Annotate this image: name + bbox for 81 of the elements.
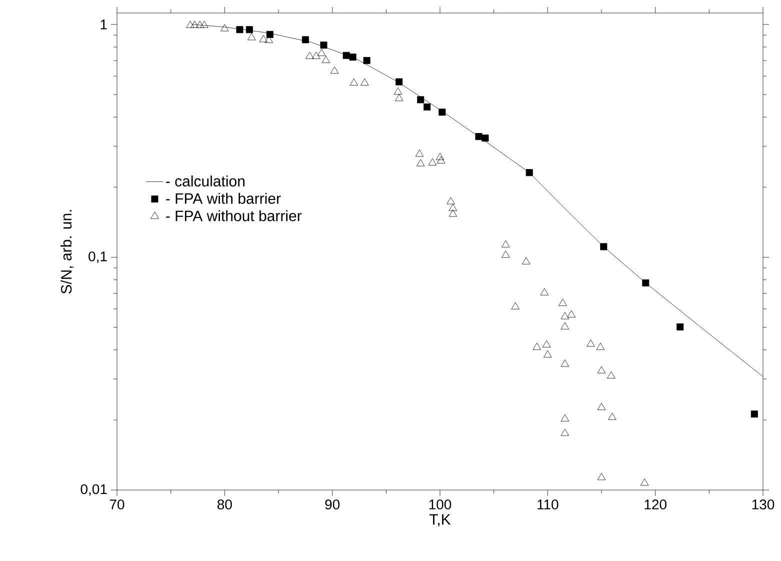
point — [560, 360, 569, 367]
point — [306, 52, 314, 59]
point — [560, 322, 569, 330]
point — [608, 412, 616, 420]
point — [600, 243, 608, 250]
point — [417, 96, 424, 104]
x-tick-label: 100 — [429, 500, 452, 510]
point — [330, 66, 339, 74]
point — [642, 279, 650, 286]
point — [436, 152, 444, 160]
point — [560, 414, 569, 422]
x-tick-label: 110 — [538, 500, 558, 510]
point — [522, 257, 530, 264]
point — [186, 20, 194, 28]
point — [350, 78, 358, 86]
x-tick-label: 80 — [217, 500, 232, 510]
point — [436, 156, 446, 164]
y-tick-label: 0,01 — [80, 484, 107, 496]
point — [502, 240, 510, 248]
point — [448, 204, 458, 211]
y-axis-title: S/N, arb. un. — [60, 210, 74, 294]
point — [446, 197, 455, 204]
point — [415, 150, 424, 157]
point — [640, 478, 649, 486]
x-tick-label: 130 — [752, 500, 774, 510]
point — [567, 310, 576, 318]
x-tick-label: 90 — [325, 500, 340, 510]
point — [502, 250, 510, 258]
point — [424, 103, 431, 110]
point — [750, 410, 758, 418]
point — [438, 108, 446, 116]
point — [196, 20, 204, 28]
point — [560, 312, 569, 320]
point — [475, 133, 482, 140]
y-tick-label: 0,1 — [88, 251, 107, 264]
legend-label: - calculation — [166, 175, 244, 187]
point — [302, 36, 309, 44]
point — [363, 57, 370, 64]
point — [322, 56, 330, 63]
point — [396, 78, 403, 86]
point — [349, 54, 356, 61]
x-tick-label: 120 — [644, 500, 666, 510]
point — [220, 24, 229, 32]
point — [448, 210, 458, 217]
point — [200, 20, 208, 28]
point — [597, 366, 606, 374]
point — [246, 26, 253, 34]
point — [540, 288, 549, 296]
point — [482, 134, 489, 142]
point — [532, 342, 541, 350]
legend-label: - FPA without barrier — [166, 210, 302, 222]
point — [342, 52, 350, 59]
point — [526, 169, 533, 176]
point — [558, 298, 567, 306]
point — [266, 30, 274, 38]
point — [428, 158, 437, 166]
point — [607, 371, 616, 378]
point — [259, 35, 268, 42]
point — [360, 78, 369, 86]
point — [320, 42, 328, 49]
x-tick-label: 70 — [110, 500, 124, 510]
point — [597, 472, 606, 480]
legend-label: - FPA with barrier — [166, 192, 281, 204]
point — [394, 87, 402, 95]
point — [542, 340, 551, 348]
point — [236, 26, 244, 34]
point — [544, 350, 552, 358]
point — [596, 342, 605, 350]
x-axis-title: T,K — [430, 514, 451, 527]
point — [511, 302, 520, 310]
point — [190, 20, 199, 28]
point — [317, 48, 326, 56]
point — [676, 323, 684, 330]
point — [560, 428, 569, 436]
y-tick-label: 1 — [100, 20, 107, 30]
point — [394, 94, 404, 102]
point — [312, 52, 320, 59]
point — [247, 33, 256, 40]
point — [586, 340, 595, 347]
point — [597, 402, 606, 410]
point — [416, 159, 425, 166]
